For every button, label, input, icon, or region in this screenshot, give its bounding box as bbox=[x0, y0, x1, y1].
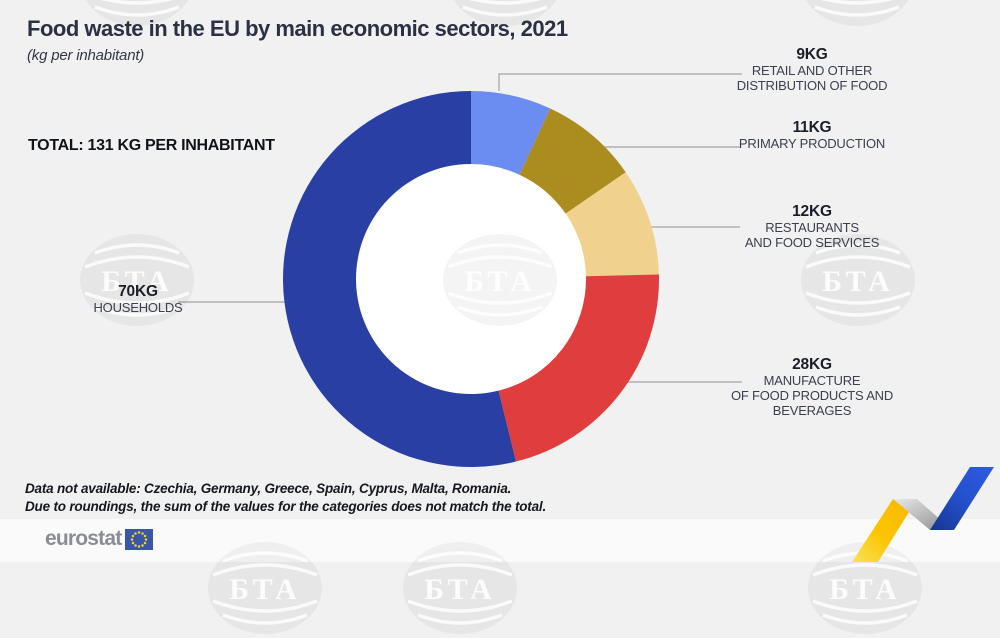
donut-segment-0 bbox=[471, 91, 551, 175]
callout-restaurants-value: 12KG bbox=[792, 203, 832, 220]
svg-text:БТА: БТА bbox=[424, 573, 496, 606]
footnote-line-2: Due to roundings, the sum of the values … bbox=[25, 498, 547, 514]
callout-retail-line1: RETAIL AND OTHER bbox=[751, 63, 873, 78]
callout-retail-line2: DISTRIBUTION OF FOOD bbox=[736, 78, 888, 93]
callout-primary-line1: PRIMARY PRODUCTION bbox=[738, 136, 886, 151]
donut-segment-3 bbox=[498, 274, 659, 462]
callout-retail: 9KG RETAIL AND OTHER DISTRIBUTION OF FOO… bbox=[702, 46, 922, 93]
callout-manufacture-value: 28KG bbox=[792, 356, 832, 373]
callout-primary: 11KG PRIMARY PRODUCTION bbox=[702, 119, 922, 151]
donut-segment-2 bbox=[565, 172, 659, 277]
svg-text:БТА: БТА bbox=[229, 573, 301, 606]
callout-primary-value: 11KG bbox=[792, 119, 832, 136]
footnotes: Data not available: Czechia, Germany, Gr… bbox=[25, 480, 546, 515]
connector-lines bbox=[178, 73, 742, 383]
donut-chart bbox=[178, 73, 742, 467]
eurostat-logo: eurostat bbox=[45, 527, 154, 551]
eurostat-wordmark: eurostat bbox=[45, 527, 122, 550]
svg-text:БТА: БТА bbox=[829, 573, 901, 606]
callout-manufacture-line2: OF FOOD PRODUCTS AND BEVERAGES bbox=[730, 388, 894, 418]
callout-retail-value: 9KG bbox=[796, 46, 828, 63]
page-subtitle: (kg per inhabitant) bbox=[27, 47, 145, 64]
arrow-rise-blue bbox=[930, 467, 994, 530]
donut-segment-1 bbox=[519, 108, 626, 214]
callout-restaurants-line1: RESTAURANTS bbox=[765, 220, 859, 235]
footnote-line-1: Data not available: Czechia, Germany, Gr… bbox=[25, 481, 512, 496]
callout-manufacture-line1: MANUFACTURE bbox=[763, 373, 861, 388]
trend-arrow-graphic bbox=[852, 467, 994, 562]
infographic-page: { "title": "Food waste in the EU by main… bbox=[25, 0, 994, 636]
connector-retail bbox=[498, 73, 742, 91]
callout-manufacture: 28KG MANUFACTURE OF FOOD PRODUCTS AND BE… bbox=[702, 356, 922, 418]
total-label: TOTAL: 131 KG PER INHABITANT bbox=[28, 137, 275, 154]
donut-segment-4 bbox=[282, 91, 516, 467]
eu-flag-icon bbox=[125, 528, 154, 550]
donut-segments bbox=[282, 91, 659, 467]
